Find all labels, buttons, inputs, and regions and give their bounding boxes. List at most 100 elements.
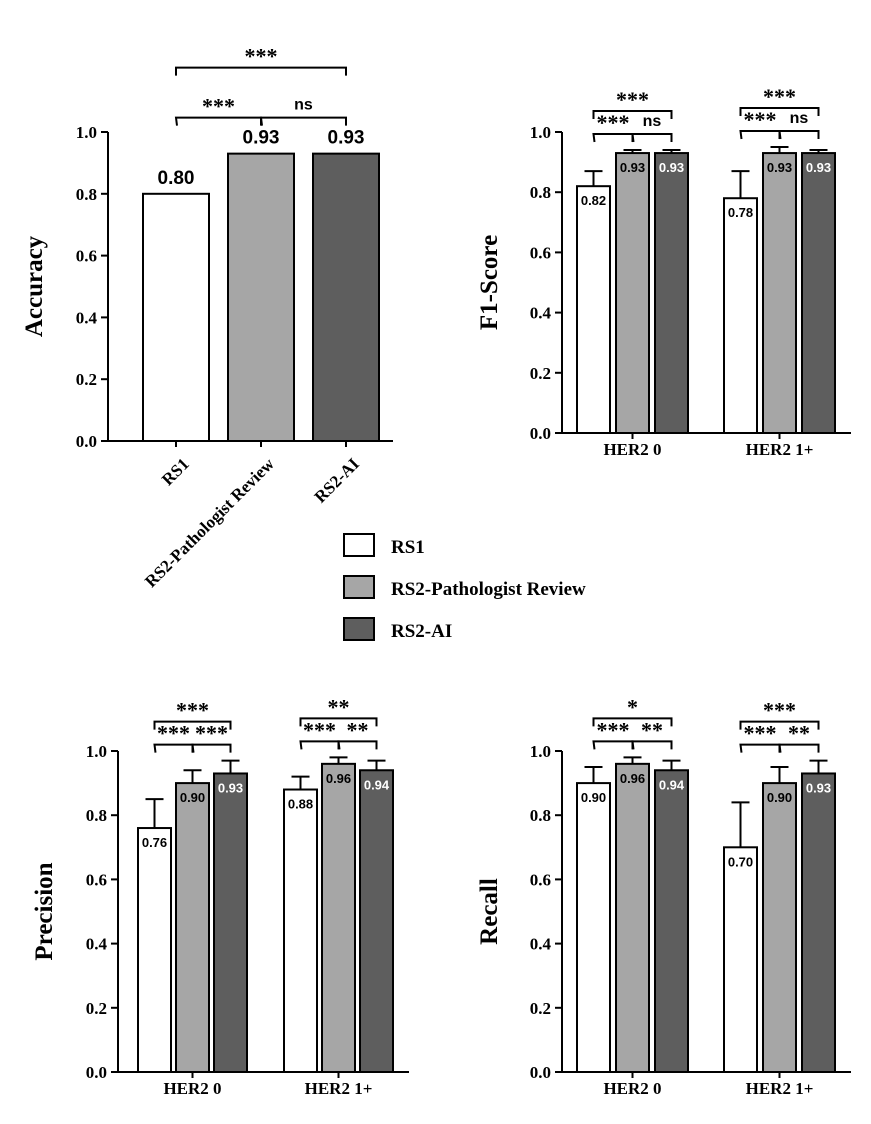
significance-label: ** <box>328 694 350 719</box>
y-tick-label: 0.2 <box>76 370 97 389</box>
y-tick-label: 0.4 <box>530 304 552 323</box>
bar-2 <box>654 769 689 1073</box>
significance-bracket <box>631 133 673 143</box>
bar-value-label: 0.80 <box>158 168 195 189</box>
y-tick-label: 0.0 <box>86 1063 107 1082</box>
bar-value-label: 0.90 <box>581 790 606 805</box>
significance-bracket <box>739 720 820 730</box>
bar-value-label: 0.94 <box>364 777 390 792</box>
significance-bracket <box>153 720 232 730</box>
legend-label: RS2-Pathologist Review <box>391 579 586 600</box>
significance-bracket <box>259 116 347 126</box>
significance-label: *** <box>202 94 235 119</box>
bar-1 <box>321 762 356 1074</box>
bar-2 <box>654 152 689 434</box>
bar-0 <box>576 782 611 1073</box>
bar-0 <box>137 827 172 1073</box>
bar-0 <box>576 185 611 434</box>
significance-label: *** <box>157 721 190 746</box>
bar-2 <box>801 772 836 1073</box>
significance-bracket <box>631 740 673 750</box>
x-category-label: RS1 <box>158 454 193 489</box>
bar-0 <box>142 192 210 442</box>
legend-swatch <box>343 533 375 557</box>
chart-1: F1-Score 0.0 0.2 0.4 0.6 0.8 1.0 0.82 0.93 0.93 HE… <box>476 84 851 459</box>
y-tick-label: 0.0 <box>530 424 551 443</box>
x-category-label: HER2 0 <box>163 1079 221 1098</box>
significance-bracket <box>592 133 634 143</box>
x-category-label: HER2 1+ <box>746 440 814 459</box>
bar-value-label: 0.76 <box>142 835 167 850</box>
bar-value-label: 0.96 <box>326 771 351 786</box>
y-tick-label: 0.8 <box>76 185 97 204</box>
y-tick-label: 0.0 <box>76 432 97 451</box>
bar-2 <box>213 772 248 1073</box>
y-tick-label: 0.6 <box>530 243 551 262</box>
significance-bracket <box>592 717 673 727</box>
bar-1 <box>175 782 210 1073</box>
bar-value-label: 0.82 <box>581 193 606 208</box>
significance-bracket <box>739 107 820 117</box>
y-tick-label: 0.8 <box>530 183 551 202</box>
bar-value-label: 0.96 <box>620 771 645 786</box>
bar-value-label: 0.93 <box>620 160 645 175</box>
bar-1 <box>762 152 797 434</box>
y-tick-label: 0.2 <box>86 999 107 1018</box>
significance-label: *** <box>245 44 278 69</box>
significance-bracket <box>175 66 347 76</box>
significance-label: * <box>627 694 638 719</box>
chart-0: Accuracy 0.0 0.2 0.4 0.6 0.8 1.0 0.80 RS1 0.93 RS2… <box>21 44 393 591</box>
bar-value-label: 0.78 <box>728 205 753 220</box>
significance-label: *** <box>597 717 630 742</box>
significance-label: ns <box>294 97 313 114</box>
y-tick-label: 0.4 <box>86 935 108 954</box>
y-tick-label: 0.2 <box>530 364 551 383</box>
y-axis-label: Precision <box>31 862 58 960</box>
x-category-label: HER2 1+ <box>305 1079 373 1098</box>
legend-swatch <box>343 617 375 641</box>
y-tick-label: 0.8 <box>530 806 551 825</box>
significance-label: *** <box>744 721 777 746</box>
bar-1 <box>615 152 650 434</box>
y-axis-label: Accuracy <box>21 235 48 337</box>
bar-1 <box>227 152 295 442</box>
significance-bracket <box>739 130 781 140</box>
significance-label: *** <box>597 110 630 135</box>
significance-label: *** <box>744 107 777 132</box>
significance-bracket <box>337 740 378 750</box>
bar-1 <box>615 762 650 1074</box>
x-category-label: RS2-AI <box>311 454 363 506</box>
legend: RS1 RS2-Pathologist Review RS2-AI <box>343 533 586 642</box>
significance-bracket <box>174 116 262 126</box>
y-tick-label: 0.6 <box>530 870 551 889</box>
significance-bracket <box>739 743 781 753</box>
bar-value-label: 0.93 <box>218 780 243 795</box>
significance-label: ns <box>643 113 662 130</box>
bar-0 <box>723 846 758 1073</box>
bar-value-label: 0.93 <box>806 780 831 795</box>
bar-value-label: 0.88 <box>288 797 313 812</box>
x-category-label: HER2 0 <box>603 1079 661 1098</box>
y-tick-label: 1.0 <box>530 123 551 142</box>
y-tick-label: 1.0 <box>76 123 97 142</box>
significance-bracket <box>778 743 820 753</box>
bar-0 <box>283 788 318 1074</box>
x-category-label: HER2 0 <box>603 440 661 459</box>
y-tick-label: 0.0 <box>530 1063 551 1082</box>
significance-bracket <box>592 740 634 750</box>
legend-swatch <box>343 575 375 599</box>
y-tick-label: 1.0 <box>530 742 551 761</box>
y-tick-label: 0.6 <box>76 247 97 266</box>
significance-label: *** <box>763 698 796 723</box>
significance-label: *** <box>176 698 209 723</box>
significance-bracket <box>153 743 194 753</box>
y-tick-label: 0.2 <box>530 999 551 1018</box>
y-tick-label: 0.4 <box>530 935 552 954</box>
y-tick-label: 1.0 <box>86 742 107 761</box>
significance-label: *** <box>616 87 649 112</box>
bar-value-label: 0.93 <box>806 160 831 175</box>
bar-value-label: 0.70 <box>728 854 753 869</box>
significance-bracket <box>191 743 232 753</box>
y-tick-label: 0.8 <box>86 806 107 825</box>
